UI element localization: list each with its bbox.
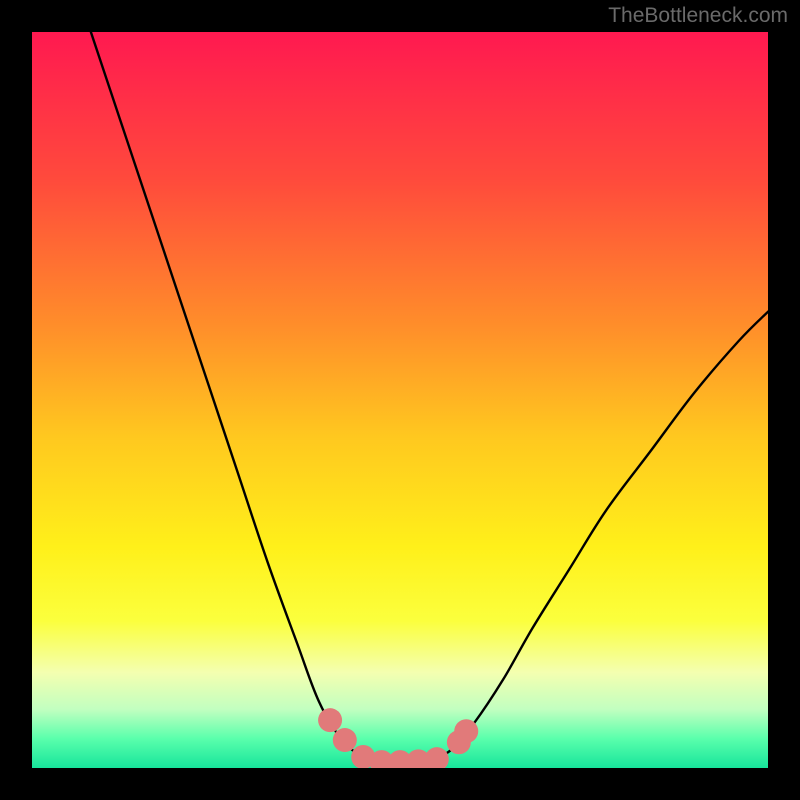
chart-area (32, 32, 768, 768)
chart-svg (32, 32, 768, 768)
marker-dot (454, 719, 478, 743)
chart-background (32, 32, 768, 768)
marker-dot (318, 708, 342, 732)
marker-dot (333, 728, 357, 752)
watermark-text: TheBottleneck.com (608, 4, 788, 28)
